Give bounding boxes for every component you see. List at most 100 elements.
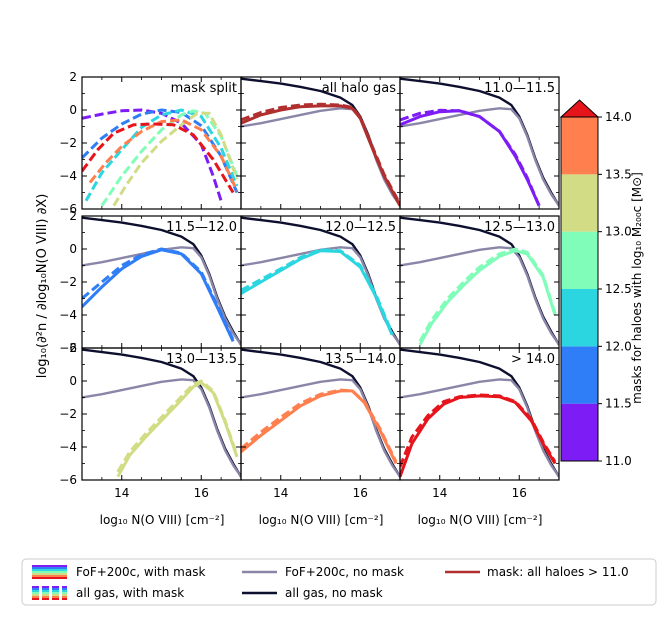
series-line-6 (88, 118, 239, 192)
panel-8: 14 16 13.5—14.0 (240, 347, 401, 500)
colorbar-tick-label: 13.0 (605, 225, 632, 239)
series-line-3 (84, 108, 239, 202)
colorbar-extend-arrow (559, 99, 600, 118)
panel-6: 12.5—13.0 (399, 215, 560, 349)
colorbar-segment (561, 346, 598, 404)
y-tick-label: −4 (59, 440, 77, 454)
colorbar-tick-label: 12.0 (605, 339, 632, 353)
all-gas-no-mask-line (400, 348, 559, 478)
series-line-2 (241, 248, 394, 334)
series-line-5 (112, 111, 239, 207)
panel-title: 13.0—13.5 (166, 352, 237, 367)
all-gas-no-mask-line (82, 348, 241, 478)
legend-label-allgas-nomask: all gas, no mask (285, 586, 383, 600)
colorbar-tick-label: 12.5 (605, 282, 632, 296)
y-tick-label: 2 (69, 341, 77, 355)
all-gas-no-mask-line (400, 77, 559, 207)
y-tick-label: 0 (69, 374, 77, 388)
panel-frame (240, 347, 401, 481)
panel-1: −6 −4 −2 0 2 mask split (59, 70, 242, 216)
panel-frame (81, 347, 242, 481)
panel-2: all halo gas (240, 76, 401, 210)
panel-3: 11.0—11.5 (399, 76, 560, 210)
y-tick-label: 2 (69, 209, 77, 223)
panel-title: 11.5—12.0 (166, 220, 237, 235)
y-tick-label: −4 (59, 169, 77, 183)
series-line-1 (400, 394, 557, 478)
series-line-1 (241, 104, 400, 207)
series-line-2 (418, 247, 557, 343)
panel-frame (240, 76, 401, 210)
panel-9: 14 16 > 14.0 (399, 347, 560, 500)
colorbar-segment (561, 117, 598, 175)
fof-no-mask-line (82, 378, 241, 478)
all-gas-no-mask-line (82, 216, 241, 346)
panel-title: 12.0—12.5 (325, 220, 396, 235)
panel-title: 13.5—14.0 (325, 352, 396, 367)
panel-7: 14 16 −6 −4 −2 0 2 13.0—13.5 (59, 341, 242, 500)
series-line-4 (100, 109, 239, 207)
colorbar: 11.0 11.5 12.0 12.5 13.0 13.5 14.0 (559, 99, 632, 468)
all-gas-no-mask-line (241, 348, 400, 478)
colorbar-tick-label: 13.5 (605, 167, 632, 181)
x-axis-label-1: log₁₀ N(O VIII) [cm⁻²] (100, 513, 225, 527)
series-line-2 (241, 388, 398, 463)
legend: FoF+200c, with mask all gas, with mask F… (21, 558, 657, 606)
x-tick-label: 14 (114, 486, 129, 500)
series-line-2 (241, 102, 400, 205)
y-tick-label: 0 (69, 242, 77, 256)
panel-frame (399, 76, 560, 210)
colorbar-tick-label: 14.0 (605, 110, 632, 124)
x-axis-label-3: log₁₀ N(O VIII) [cm⁻²] (418, 513, 543, 527)
y-axis-label: log₁₀(∂²n / ∂log₁₀N(O VIII) ∂X) (35, 194, 50, 379)
x-axis-label-2: log₁₀ N(O VIII) [cm⁻²] (259, 513, 384, 527)
x-tick-label: 16 (194, 486, 209, 500)
series-line-1 (400, 109, 541, 207)
panel-title: mask split (171, 81, 237, 96)
series-line-7 (82, 122, 235, 194)
y-tick-label: −2 (59, 407, 77, 421)
panel-frame (399, 215, 560, 349)
panel-5: 12.0—12.5 (240, 215, 401, 349)
legend-swatch-fof-mask (32, 565, 67, 579)
x-tick-label: 16 (512, 486, 527, 500)
all-gas-no-mask-line (241, 77, 400, 207)
series-line-1 (82, 248, 235, 343)
legend-label-allgas-mask: all gas, with mask (76, 586, 184, 600)
fof-no-mask-line (241, 378, 400, 478)
legend-box (21, 558, 657, 606)
y-tick-label: −2 (59, 275, 77, 289)
fof-no-mask-line (82, 246, 241, 346)
panel-title: 11.0—11.5 (484, 81, 555, 96)
y-tick-label: −2 (59, 136, 77, 150)
colorbar-segment (561, 289, 598, 347)
panel-title: 12.5—13.0 (484, 220, 555, 235)
panel-4: −6 −4 −2 0 2 11.5—12.0 (59, 209, 242, 355)
legend-label-fof-nomask: FoF+200c, no mask (285, 565, 404, 579)
series-line-1 (241, 249, 394, 336)
y-tick-label: 2 (69, 70, 77, 84)
series-line-2 (82, 247, 235, 341)
x-tick-label: 14 (273, 486, 288, 500)
panel-frame (240, 215, 401, 349)
legend-swatch-allgas-mask (32, 586, 67, 600)
colorbar-tick-label: 11.5 (605, 397, 632, 411)
series-line-1 (116, 381, 239, 478)
y-tick-label: −4 (59, 308, 77, 322)
all-gas-no-mask-line (400, 216, 559, 346)
panel-title: > 14.0 (511, 352, 555, 367)
series-line-2 (400, 108, 541, 207)
panel-grid: −6 −4 −2 0 2 mask split all halo gas 11.0—11.5 −… (59, 70, 560, 500)
series-line-2 (400, 393, 557, 468)
x-tick-label: 16 (353, 486, 368, 500)
fof-no-mask-line (400, 246, 559, 346)
colorbar-segment (561, 174, 598, 232)
fof-no-mask-line (400, 378, 559, 478)
series-line-1 (82, 108, 223, 202)
y-tick-label: −6 (59, 473, 77, 487)
legend-label-all-haloes: mask: all haloes > 11.0 (487, 565, 629, 579)
fof-no-mask-line (400, 107, 559, 207)
colorbar-label: masks for haloes with log₁₀ M₂₀₀c [M⊙] (630, 172, 644, 404)
y-tick-label: −6 (59, 202, 77, 216)
